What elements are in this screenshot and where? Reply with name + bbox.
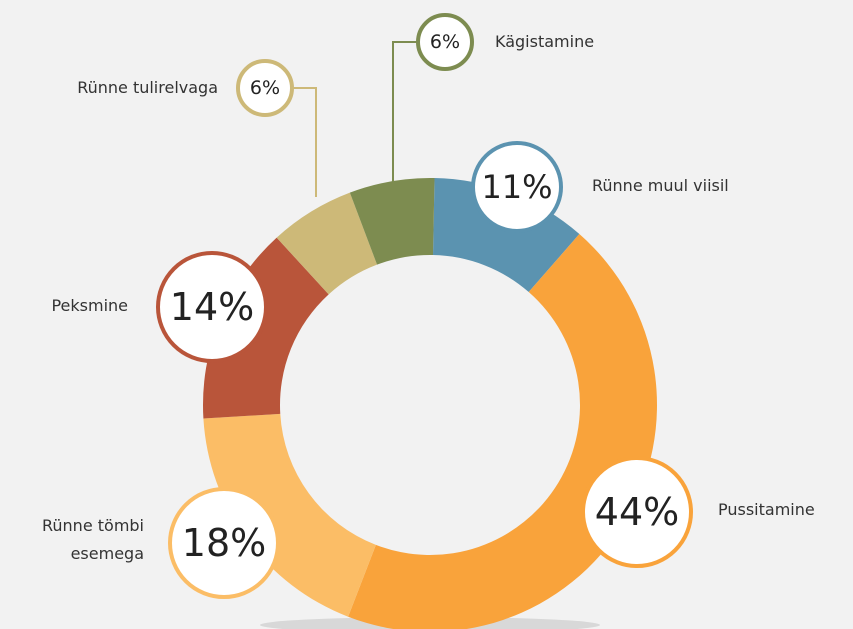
label-bubble [236, 59, 294, 117]
label-bubble [471, 141, 563, 233]
value-label: 6% [430, 31, 460, 53]
leader-line [293, 87, 317, 197]
value-label: 18% [182, 521, 266, 565]
category-label: Rünne tömbi esemega [42, 516, 144, 563]
label-bubble [156, 251, 268, 363]
category-label: Kägistamine [495, 32, 595, 51]
donut-segment [432, 178, 580, 293]
donut-segment [203, 237, 329, 419]
label-bubble [416, 13, 474, 71]
value-label: 11% [481, 168, 552, 206]
value-label: 44% [595, 490, 679, 534]
value-label: 6% [250, 77, 280, 99]
leader-line [392, 41, 417, 185]
label-bubble [168, 487, 280, 599]
donut-segment [348, 234, 657, 629]
category-label: Rünne tulirelvaga [77, 78, 218, 97]
label-bubble [581, 456, 693, 568]
category-label: Rünne muul viisil [592, 176, 729, 195]
value-label: 14% [170, 285, 254, 329]
donut-segment [276, 192, 378, 295]
category-label: Pussitamine [718, 500, 815, 519]
category-label: Peksmine [51, 296, 128, 315]
donut-segment [349, 178, 435, 265]
donut-segment [203, 413, 376, 617]
